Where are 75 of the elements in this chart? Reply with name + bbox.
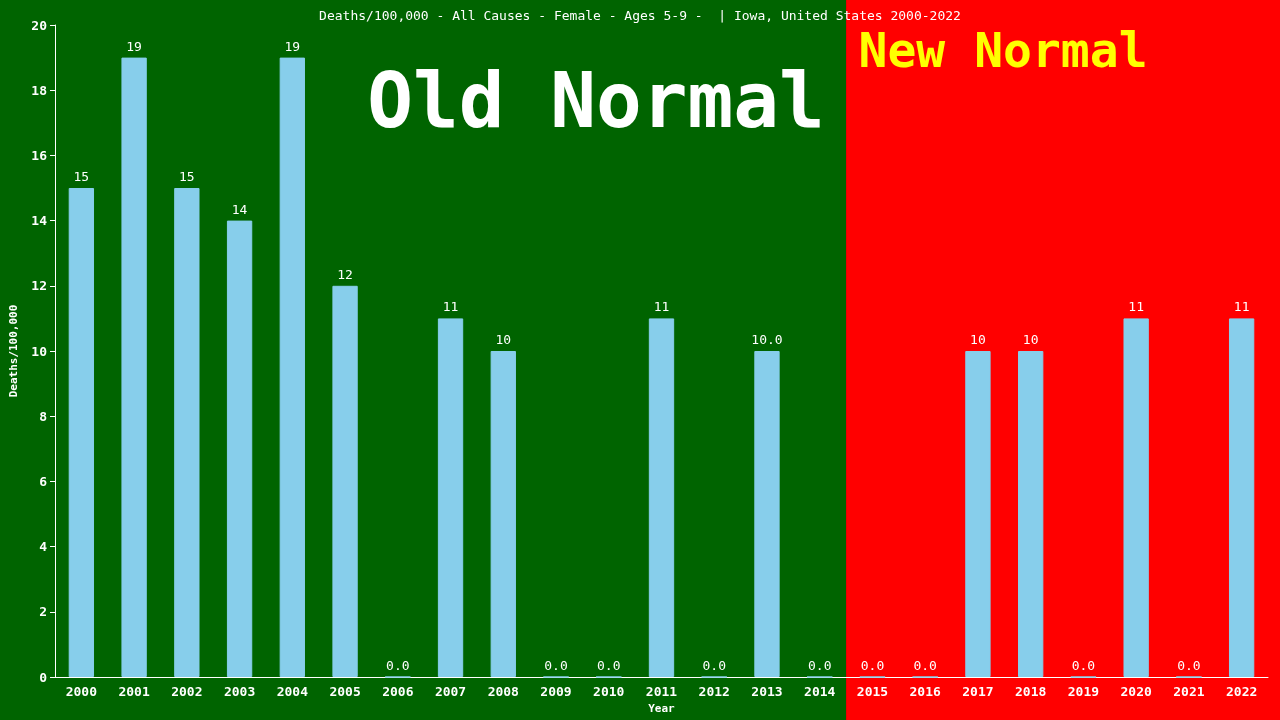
y-axis-title: Deaths/100,000 bbox=[7, 304, 20, 398]
band-label: Old Normal bbox=[367, 55, 825, 145]
data-label: 0.0 bbox=[860, 657, 885, 673]
data-label: 0.0 bbox=[386, 657, 410, 673]
data-label: 19 bbox=[284, 38, 301, 54]
data-label: 11 bbox=[1233, 299, 1250, 315]
bar bbox=[1228, 318, 1255, 677]
x-tick-label: 2014 bbox=[804, 684, 836, 699]
data-label: 12 bbox=[337, 266, 353, 282]
x-tick-label: 2022 bbox=[1225, 684, 1258, 699]
x-tick-label: 2015 bbox=[856, 684, 889, 699]
x-tick-label: 2021 bbox=[1173, 684, 1205, 699]
data-label: 0.0 bbox=[1177, 657, 1201, 673]
x-tick-label: 2007 bbox=[434, 684, 467, 699]
x-tick-label: 2019 bbox=[1067, 684, 1100, 699]
x-tick-label: 2010 bbox=[593, 684, 625, 699]
bar bbox=[279, 57, 305, 677]
band-label: New Normal bbox=[858, 22, 1148, 78]
data-label: 15 bbox=[73, 169, 90, 184]
data-label: 0.0 bbox=[913, 657, 937, 673]
y-tick-label: 14 bbox=[31, 213, 48, 229]
bar bbox=[437, 318, 464, 677]
data-label: 0.0 bbox=[807, 657, 832, 673]
x-tick-label: 2012 bbox=[698, 684, 730, 699]
data-label: 19 bbox=[126, 38, 142, 54]
data-label: 10 bbox=[970, 332, 986, 347]
bar bbox=[1123, 318, 1149, 677]
y-tick-label: 16 bbox=[31, 147, 48, 163]
bar bbox=[226, 220, 253, 677]
data-label: 0.0 bbox=[544, 657, 568, 673]
bar bbox=[1018, 351, 1044, 677]
data-label: 11 bbox=[1128, 299, 1144, 315]
x-tick-label: 2000 bbox=[65, 684, 98, 699]
x-tick-label: 2020 bbox=[1120, 684, 1152, 699]
x-tick-label: 2017 bbox=[962, 684, 994, 699]
x-tick-label: 2011 bbox=[645, 684, 678, 699]
y-tick-label: 6 bbox=[39, 473, 48, 489]
y-tick-label: 0 bbox=[39, 669, 48, 685]
y-tick-label: 18 bbox=[31, 82, 48, 98]
x-tick-label: 2013 bbox=[751, 684, 783, 699]
data-label: 15 bbox=[179, 169, 195, 184]
y-tick-label: 2 bbox=[39, 604, 47, 620]
bar bbox=[648, 318, 675, 677]
x-tick-label: 2018 bbox=[1015, 684, 1047, 699]
y-tick-label: 20 bbox=[31, 17, 48, 33]
y-tick-label: 4 bbox=[39, 539, 48, 555]
data-label: 0.0 bbox=[702, 657, 726, 673]
data-label: 10 bbox=[1022, 332, 1039, 347]
x-tick-label: 2009 bbox=[540, 684, 572, 699]
bar bbox=[68, 188, 95, 677]
y-tick-label: 10 bbox=[31, 343, 48, 359]
data-label: 10.0 bbox=[751, 332, 783, 347]
bar bbox=[174, 188, 200, 677]
x-tick-label: 2005 bbox=[329, 684, 361, 699]
x-tick-label: 2003 bbox=[223, 684, 256, 699]
bar bbox=[121, 57, 147, 677]
y-tick-label: 8 bbox=[39, 408, 48, 424]
data-label: 0.0 bbox=[597, 657, 621, 673]
x-tick-label: 2008 bbox=[487, 684, 520, 699]
x-tick-label: 2016 bbox=[909, 684, 942, 699]
x-tick-label: 2001 bbox=[118, 684, 150, 699]
x-tick-label: 2006 bbox=[382, 684, 414, 699]
data-label: 10 bbox=[495, 332, 512, 347]
data-label: 0.0 bbox=[1071, 657, 1096, 673]
x-axis-title: Year bbox=[648, 702, 676, 715]
data-label: 11 bbox=[653, 299, 670, 315]
x-tick-label: 2004 bbox=[276, 684, 309, 699]
data-label: 14 bbox=[231, 201, 248, 217]
bar bbox=[332, 285, 358, 677]
bar bbox=[754, 351, 780, 677]
y-tick-label: 12 bbox=[31, 278, 47, 294]
bar bbox=[965, 351, 991, 677]
x-tick-label: 2002 bbox=[171, 684, 203, 699]
data-label: 11 bbox=[442, 299, 459, 315]
bar bbox=[490, 351, 516, 677]
